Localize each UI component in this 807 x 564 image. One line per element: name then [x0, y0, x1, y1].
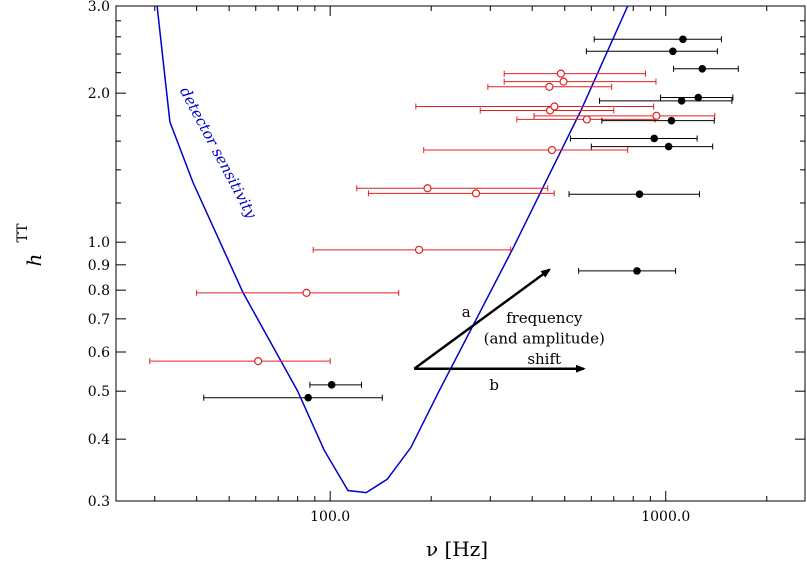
open-marker	[559, 77, 568, 86]
arrow-a-label: a	[462, 303, 471, 321]
filled-marker	[633, 267, 641, 275]
x-axis-title: ν [Hz]	[426, 537, 488, 561]
open-marker	[471, 189, 481, 198]
filled-data-point	[590, 142, 714, 151]
filled-data-point	[601, 116, 715, 125]
open-marker	[547, 145, 557, 155]
open-marker	[582, 115, 591, 124]
filled-marker	[677, 97, 686, 105]
open-marker	[414, 245, 424, 254]
filled-marker	[664, 142, 673, 151]
sensitivity-curve	[156, 5, 629, 494]
x-tick-label: 100.0	[310, 509, 350, 525]
y-tick-label: 3.0	[88, 0, 110, 15]
open-data-point	[149, 357, 331, 366]
filled-data-point	[593, 35, 722, 44]
y-tick-label: 0.7	[88, 312, 110, 328]
filled-data-point	[599, 97, 733, 105]
filled-marker	[635, 190, 644, 199]
open-marker	[550, 102, 559, 111]
open-data-point	[503, 69, 646, 78]
y-tick-label: 0.9	[88, 258, 110, 274]
y-axis-title: h	[22, 254, 46, 267]
filled-marker	[694, 93, 703, 102]
open-data-point	[516, 115, 656, 124]
open-data-point	[196, 288, 400, 297]
y-tick-label: 1.0	[88, 235, 110, 251]
open-data-point	[367, 189, 555, 198]
arrow-a	[413, 268, 551, 370]
shift-annotation-line: (and amplitude)	[484, 329, 605, 347]
filled-data-point	[203, 393, 383, 402]
y-tick-label: 0.5	[88, 384, 110, 400]
filled-data-point	[309, 381, 363, 389]
open-marker	[302, 288, 311, 297]
open-marker	[556, 69, 565, 78]
sensitivity-curve-label: detector sensitivity	[176, 84, 261, 222]
y-tick-label: 2.0	[88, 86, 110, 102]
filled-data-point	[585, 47, 718, 56]
filled-data-point	[568, 190, 700, 199]
open-marker	[652, 111, 661, 120]
filled-data-point	[673, 65, 739, 73]
open-data-point	[423, 145, 629, 155]
open-data-point	[503, 77, 657, 86]
open-data-point	[533, 111, 716, 120]
y-tick-label: 0.4	[88, 432, 110, 448]
filled-marker	[679, 35, 687, 44]
filled-marker	[667, 116, 676, 125]
arrow-b-label: b	[489, 376, 499, 394]
open-marker	[545, 82, 554, 91]
filled-marker	[304, 393, 313, 402]
y-tick-label: 0.3	[88, 494, 110, 510]
filled-marker	[669, 47, 677, 56]
filled-marker	[650, 134, 659, 143]
open-data-point	[356, 184, 549, 193]
filled-data-point	[569, 134, 698, 143]
y-axis-superscript: TT	[15, 223, 31, 243]
plot-frame	[115, 5, 806, 502]
filled-marker	[698, 65, 707, 73]
annotation-layer: a b frequency (and amplitude) shift	[413, 268, 605, 394]
x-tick-label: 1000.0	[641, 509, 690, 525]
open-marker	[254, 357, 263, 366]
curve-layer: detector sensitivity	[156, 5, 629, 494]
open-data-point	[479, 106, 615, 115]
y-tick-label: 0.6	[88, 345, 110, 361]
shift-annotation-line: shift	[527, 350, 561, 368]
open-data-point	[312, 245, 512, 254]
shift-annotation-line: frequency	[506, 309, 583, 327]
open-data-point	[487, 82, 613, 91]
y-axis-title-group: h	[22, 254, 46, 267]
open-marker	[423, 184, 432, 193]
points-layer	[149, 35, 739, 402]
y-tick-label: 0.8	[88, 283, 110, 299]
filled-data-point	[578, 267, 677, 275]
filled-marker	[327, 381, 336, 389]
ticks-layer: 100.0 1000.0 0.3 0.4 0.5 0.6 0.7 0.8 0.9 1.0 2.0 3.…	[88, 0, 805, 525]
y-axis-superscript-group: TT	[15, 223, 31, 243]
open-data-point	[415, 102, 655, 111]
filled-data-point	[660, 93, 734, 102]
